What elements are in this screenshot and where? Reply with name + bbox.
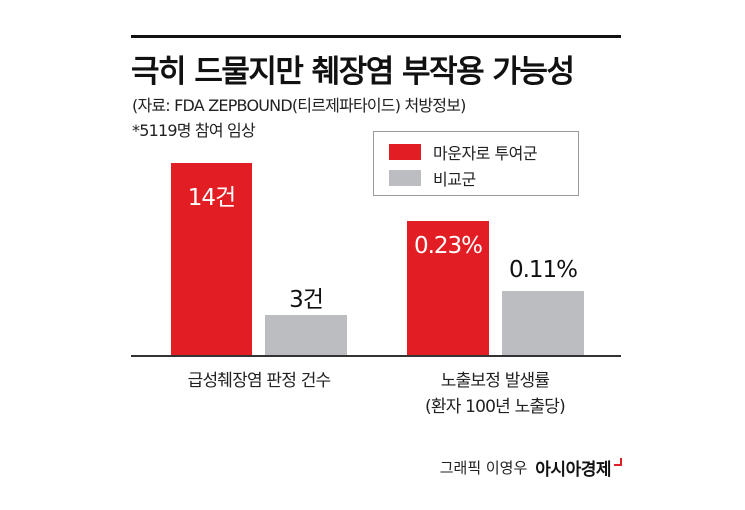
- bar-value-label: 14건: [187, 185, 236, 211]
- legend-label: 비교군: [433, 170, 476, 189]
- category-sublabel: (환자 100년 노출당): [425, 397, 566, 417]
- bar-group1-treatment: [171, 163, 252, 356]
- bar-group2-comparison: [502, 291, 584, 356]
- sample-note: *5119명 참여 임상: [132, 121, 256, 140]
- chart-title: 극히 드물지만 췌장염 부작용 가능성: [131, 54, 575, 90]
- legend-item-treatment: 마운자로 투여군: [389, 141, 538, 163]
- bar-value-label: 0.23%: [413, 233, 483, 259]
- source-note: (자료: FDA ZEPBOUND(티르제파타이드) 처방정보): [132, 96, 466, 115]
- bar-group1-comparison: [265, 315, 347, 356]
- bar-group2-treatment: [407, 221, 489, 356]
- legend-swatch-gray: [389, 170, 421, 186]
- legend-swatch-red: [389, 144, 421, 160]
- legend-item-comparison: 비교군: [389, 167, 476, 189]
- brand-logo-text: 아시아경제: [535, 460, 611, 480]
- legend-label: 마운자로 투여군: [433, 144, 538, 163]
- graphic-credit: 그래픽 이영우: [439, 459, 528, 477]
- brand-mark-icon: [614, 457, 622, 466]
- bar-value-label: 0.11%: [508, 257, 578, 283]
- bar-value-label: 3건: [289, 287, 324, 313]
- legend: 마운자로 투여군 비교군: [373, 131, 579, 196]
- top-rule: [131, 35, 621, 38]
- category-label: 노출보정 발생률: [440, 371, 550, 391]
- credit: 그래픽 이영우 아시아경제: [440, 455, 622, 480]
- category-label: 급성췌장염 판정 건수: [187, 371, 332, 391]
- x-axis-baseline: [131, 355, 621, 357]
